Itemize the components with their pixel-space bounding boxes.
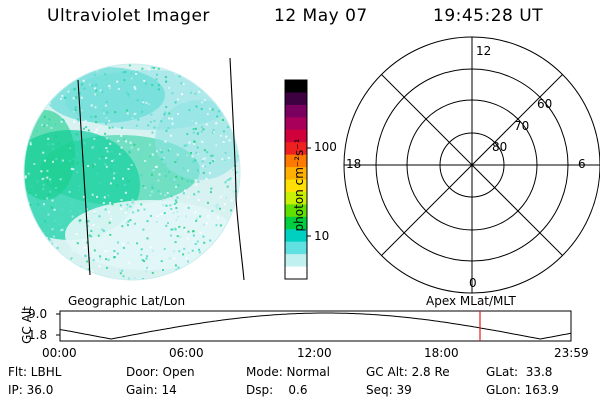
lat-label-70: 70	[514, 119, 530, 133]
colorbar-swatch	[285, 154, 307, 168]
mlt-label-12: 12	[476, 44, 492, 58]
door-value: Door: Open	[126, 365, 195, 379]
mlt-label-18: 18	[346, 157, 362, 171]
timeline-x-tick-2359: 23:59	[554, 346, 589, 360]
colorbar-swatch	[285, 129, 307, 143]
lat-label-80: 80	[492, 140, 508, 154]
instrument-title: Ultraviolet Imager	[47, 6, 210, 26]
colorbar-swatch	[285, 229, 307, 243]
timeline-left-caption: Geographic Lat/Lon	[68, 294, 186, 308]
ip-value: IP: 36.0	[8, 383, 54, 397]
timeline-y-tick-top: 9.0	[28, 307, 48, 321]
timeline-y-tick-bottom: 1.8	[28, 328, 48, 342]
colorbar-swatch	[285, 117, 307, 131]
colorbar-swatch	[285, 254, 307, 268]
colorbar-swatch	[285, 216, 307, 230]
timeline-x-tick-1200: 12:00	[297, 346, 332, 360]
timeline-right-caption: Apex MLat/MLT	[426, 294, 516, 308]
altitude-timeline	[56, 310, 572, 342]
polar-grid	[343, 36, 600, 294]
colorbar-swatch	[285, 266, 307, 280]
mode-value: Mode: Normal	[246, 365, 330, 379]
dsp-value: Dsp: 0.6	[246, 383, 308, 397]
gc-alt-value: GC Alt: 2.8 Re	[366, 365, 450, 379]
colorbar-swatch	[285, 167, 307, 181]
colorbar-unit-label: photon cm⁻²s⁻¹	[292, 138, 306, 232]
filter-value: Flt: LBHL	[8, 365, 62, 379]
time-label: 19:45:28 UT	[433, 6, 544, 26]
mlt-label-0: 0	[469, 276, 477, 290]
mlt-label-6: 6	[578, 157, 586, 171]
timeline-x-tick-0000: 00:00	[42, 346, 77, 360]
glon-value: GLon: 163.9	[486, 383, 559, 397]
date-label: 12 May 07	[274, 6, 368, 26]
colorbar-swatch	[285, 142, 307, 156]
colorbar-tick-10: 10	[314, 229, 330, 243]
seq-value: Seq: 39	[366, 383, 412, 397]
colorbar	[284, 79, 311, 280]
colorbar-swatch	[285, 204, 307, 218]
glat-value: GLat: 33.8	[486, 365, 553, 379]
colorbar-tick-100: 100	[314, 140, 337, 154]
colorbar-swatch	[285, 104, 307, 118]
colorbar-swatch	[285, 92, 307, 106]
colorbar-swatch	[285, 179, 307, 193]
colorbar-swatch	[285, 241, 307, 255]
aurora-image	[23, 57, 245, 281]
colorbar-swatch	[285, 191, 307, 205]
lat-label-60: 60	[537, 97, 553, 111]
timeline-x-tick-1800: 18:00	[424, 346, 459, 360]
colorbar-swatch	[285, 80, 307, 94]
timeline-x-tick-0600: 06:00	[169, 346, 204, 360]
gain-value: Gain: 14	[126, 383, 177, 397]
